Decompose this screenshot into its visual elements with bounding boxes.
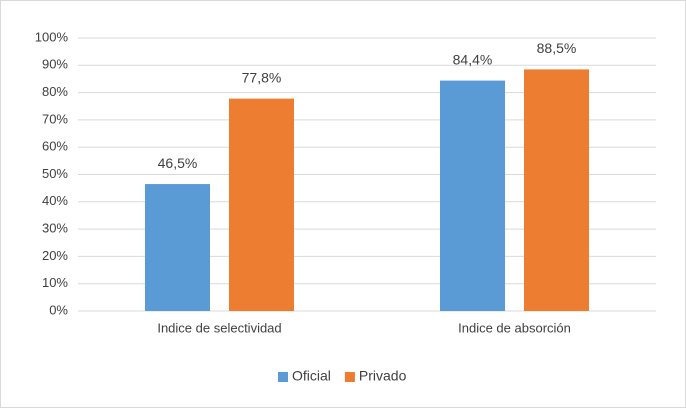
y-tick-label: 40%	[42, 193, 68, 208]
x-tick-label: Indice de selectividad	[157, 320, 281, 335]
bar	[440, 80, 505, 311]
value-label: 84,4%	[453, 51, 493, 67]
bar	[145, 184, 210, 311]
y-tick-label: 50%	[42, 166, 68, 181]
y-tick-label: 10%	[42, 275, 68, 290]
y-tick-label: 30%	[42, 221, 68, 236]
y-tick-label: 70%	[42, 111, 68, 126]
value-label: 46,5%	[158, 155, 198, 171]
y-tick-label: 0%	[49, 302, 68, 317]
y-tick-label: 90%	[42, 57, 68, 72]
legend-label: Privado	[359, 368, 407, 384]
value-label: 88,5%	[537, 40, 577, 56]
y-tick-label: 20%	[42, 248, 68, 263]
legend-label: Oficial	[292, 368, 331, 384]
x-tick-label: Indice de absorción	[458, 320, 571, 335]
legend-swatch	[278, 372, 288, 382]
y-tick-label: 60%	[42, 139, 68, 154]
bar	[524, 69, 589, 312]
bar	[229, 98, 294, 311]
value-label: 77,8%	[242, 69, 282, 85]
y-tick-label: 100%	[35, 29, 69, 44]
legend-swatch	[344, 372, 355, 382]
y-tick-label: 80%	[42, 84, 68, 99]
